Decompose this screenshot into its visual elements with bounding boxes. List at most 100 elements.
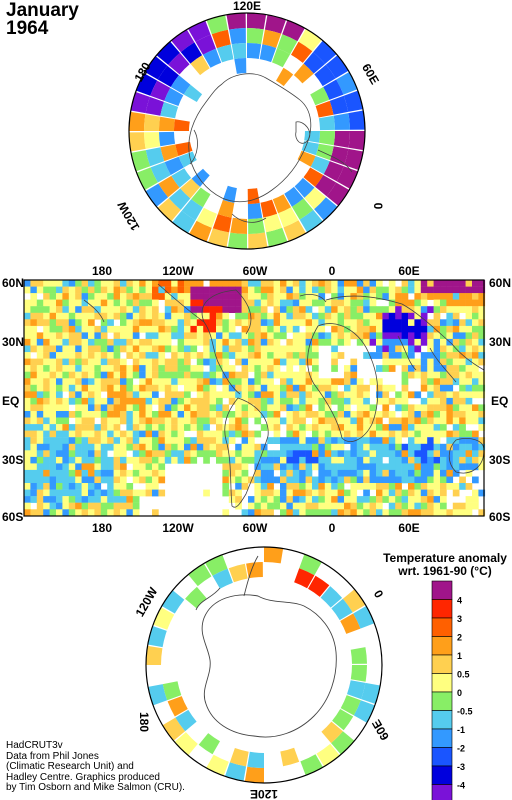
grid-cell bbox=[388, 509, 396, 517]
grid-cell bbox=[248, 430, 255, 438]
grid-cell bbox=[68, 391, 76, 399]
grid-cell bbox=[81, 456, 89, 464]
grid-cell bbox=[459, 437, 466, 444]
grid-cell bbox=[337, 306, 345, 313]
grid-cell bbox=[312, 338, 319, 346]
grid-cell bbox=[196, 358, 204, 366]
grid-cell bbox=[203, 417, 210, 425]
grid-cell bbox=[88, 430, 95, 438]
grid-cell bbox=[164, 411, 172, 418]
grid-cell bbox=[235, 456, 242, 464]
grid-cell bbox=[113, 476, 121, 484]
grid-cell bbox=[68, 312, 76, 320]
grid-cell bbox=[382, 391, 390, 399]
grid-cell bbox=[414, 365, 422, 372]
grid-cell bbox=[145, 319, 153, 327]
grid-cell bbox=[209, 312, 217, 320]
grid-cell bbox=[139, 404, 146, 412]
grid-cell bbox=[337, 469, 345, 477]
grid-cell bbox=[369, 437, 377, 444]
grid-cell bbox=[420, 502, 428, 510]
grid-cell bbox=[452, 358, 460, 366]
grid-cell bbox=[260, 325, 268, 333]
grid-cell bbox=[30, 469, 38, 477]
grid-cell bbox=[440, 456, 447, 464]
grid-cell bbox=[446, 280, 454, 287]
grid-cell bbox=[152, 384, 159, 392]
grid-cell bbox=[164, 332, 172, 340]
grid-cell bbox=[241, 463, 249, 471]
grid-cell bbox=[43, 476, 50, 484]
grid-cell bbox=[190, 384, 198, 392]
grid-cell bbox=[280, 509, 287, 517]
grid-cell bbox=[132, 496, 140, 503]
grid-cell bbox=[465, 483, 473, 490]
grid-cell bbox=[452, 509, 460, 517]
grid-cell bbox=[145, 437, 153, 444]
grid-cell bbox=[62, 365, 70, 372]
grid-cell bbox=[299, 352, 306, 359]
grid-cell bbox=[254, 469, 262, 477]
grid-cell bbox=[286, 489, 294, 497]
polar-cell bbox=[227, 232, 247, 249]
grid-cell bbox=[440, 496, 447, 503]
grid-cell bbox=[440, 450, 447, 458]
grid-cell bbox=[43, 397, 50, 405]
grid-cell bbox=[427, 352, 434, 359]
grid-cell bbox=[177, 306, 185, 313]
grid-cell bbox=[24, 358, 31, 366]
grid-cell bbox=[344, 469, 351, 477]
grid-cell bbox=[254, 325, 262, 333]
grid-cell bbox=[203, 319, 210, 327]
grid-cell bbox=[356, 476, 364, 484]
grid-cell bbox=[235, 496, 242, 503]
grid-cell bbox=[145, 365, 153, 372]
grid-cell bbox=[56, 496, 63, 503]
grid-cell bbox=[68, 306, 76, 313]
grid-cell bbox=[337, 489, 345, 497]
grid-cell bbox=[433, 286, 441, 294]
grid-cell bbox=[459, 365, 466, 372]
grid-cell bbox=[132, 338, 140, 346]
grid-cell bbox=[280, 502, 287, 510]
grid-cell bbox=[228, 345, 236, 353]
grid-cell bbox=[267, 391, 274, 399]
grid-cell bbox=[184, 450, 191, 458]
polar-cell bbox=[231, 43, 247, 60]
grid-cell bbox=[24, 463, 31, 471]
grid-cell bbox=[318, 476, 326, 484]
grid-cell bbox=[318, 404, 326, 412]
grid-cell bbox=[152, 456, 159, 464]
grid-cell bbox=[81, 325, 89, 333]
grid-cell bbox=[305, 411, 313, 418]
polar-cell bbox=[175, 141, 193, 156]
grid-cell bbox=[36, 286, 44, 294]
grid-cell bbox=[363, 332, 370, 340]
legend-swatch bbox=[431, 673, 453, 693]
grid-cell bbox=[126, 397, 134, 405]
grid-cell bbox=[331, 469, 338, 477]
grid-cell bbox=[292, 469, 300, 477]
grid-cell bbox=[145, 404, 153, 412]
grid-cell bbox=[414, 443, 422, 451]
grid-cell bbox=[331, 476, 338, 484]
grid-cell bbox=[312, 325, 319, 333]
grid-cell bbox=[254, 338, 262, 346]
grid-cell bbox=[196, 365, 204, 372]
grid-cell bbox=[369, 476, 377, 484]
legend-swatch bbox=[431, 617, 453, 637]
polar-cell bbox=[298, 28, 322, 52]
grid-cell bbox=[344, 384, 351, 392]
grid-cell bbox=[36, 306, 44, 313]
grid-cell bbox=[171, 424, 178, 431]
grid-cell bbox=[440, 306, 447, 313]
grid-cell bbox=[446, 378, 454, 386]
grid-cell bbox=[344, 489, 351, 497]
grid-cell bbox=[299, 411, 306, 418]
grid-cell bbox=[376, 509, 383, 517]
grid-cell bbox=[401, 476, 409, 484]
grid-cell bbox=[440, 280, 447, 287]
grid-cell bbox=[401, 319, 409, 327]
grid-cell bbox=[132, 476, 140, 484]
grid-cell bbox=[433, 424, 441, 431]
